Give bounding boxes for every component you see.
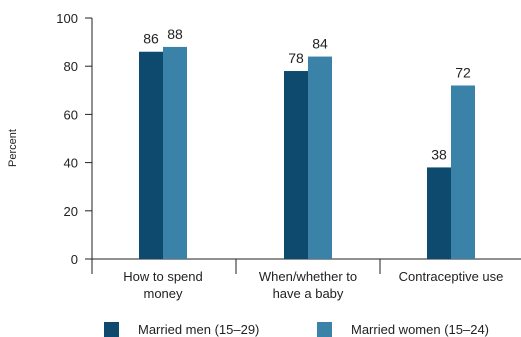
legend: Married men (15–29) Married women (15–24) — [104, 322, 489, 337]
y-tick-label: 0 — [71, 252, 78, 267]
x-axis: How to spend money When/whether to have a b… — [91, 258, 521, 301]
y-tick-label: 80 — [64, 59, 78, 74]
bar-value-label: 72 — [455, 64, 471, 80]
x-category-label: How to spend — [123, 269, 203, 284]
bar-value-label: 88 — [167, 26, 183, 42]
bar-value-label: 78 — [288, 50, 304, 66]
bars-group — [139, 46, 475, 260]
y-tick-label: 40 — [64, 156, 78, 171]
bar-value-label: 38 — [431, 146, 447, 162]
data-labels-group: 86 78 38 88 84 72 — [143, 26, 471, 163]
x-category-label: When/whether to — [259, 269, 357, 284]
bar-value-label: 86 — [143, 31, 159, 47]
legend-swatch — [317, 322, 332, 337]
bar — [163, 46, 187, 259]
legend-label: Married women (15–24) — [351, 322, 489, 337]
x-category-label: have a baby — [273, 286, 344, 301]
bar — [284, 71, 308, 260]
y-tick-label: 100 — [56, 11, 78, 26]
bar — [139, 51, 163, 259]
legend-swatch — [104, 322, 119, 337]
bar — [427, 167, 451, 259]
y-axis: 0 20 40 60 80 100 — [56, 11, 93, 267]
y-tick-label: 60 — [64, 107, 78, 122]
bar-value-label: 84 — [312, 36, 328, 52]
x-category-label: money — [143, 286, 183, 301]
bar — [451, 85, 475, 259]
bar — [308, 56, 332, 260]
y-tick-label: 20 — [64, 204, 78, 219]
legend-label: Married men (15–29) — [138, 322, 259, 337]
x-category-label: Contraceptive use — [399, 269, 504, 284]
y-axis-title: Percent — [7, 129, 19, 167]
